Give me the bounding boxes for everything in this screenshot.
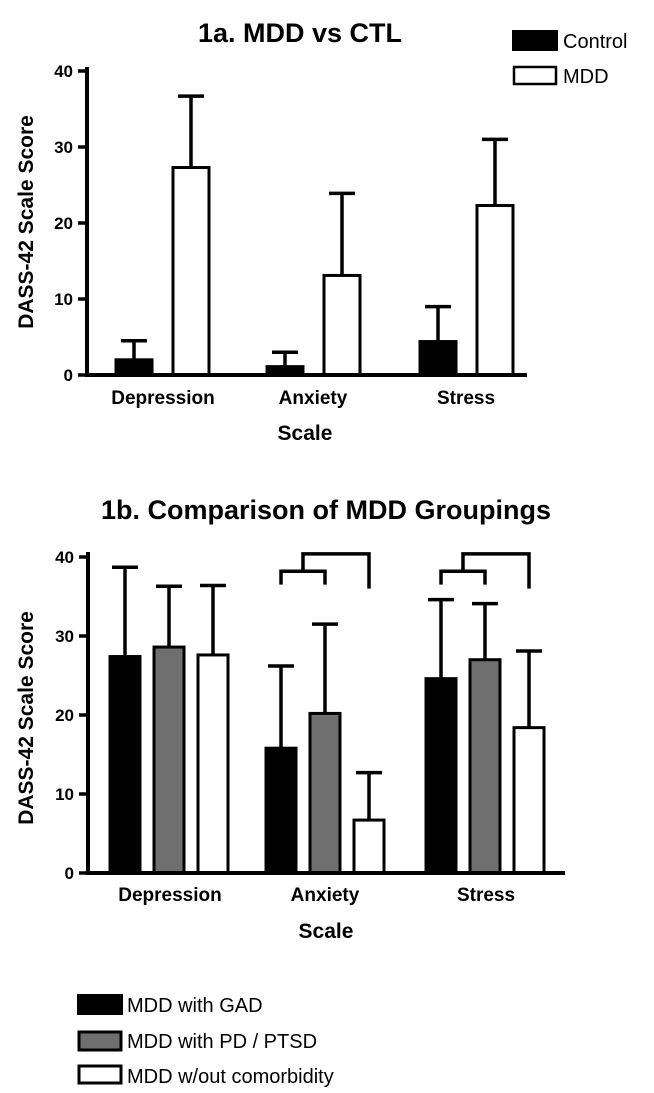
chart-1a-title: 1a. MDD vs CTL — [198, 18, 402, 48]
significance-bracket — [279, 569, 327, 585]
bar — [308, 711, 342, 875]
chart-1b-category-label: Stress — [457, 885, 515, 906]
chart-1a-category-label: Depression — [111, 388, 214, 409]
significance-bracket — [439, 569, 487, 585]
legend-swatch-mdd-no-comorbidity — [77, 1064, 123, 1085]
bar — [352, 818, 386, 875]
chart-1b-significance-brackets — [279, 552, 531, 589]
chart-1b: 1b. Comparison of MDD Groupings DASS-42 … — [15, 495, 565, 1088]
chart-1b-error-bars — [112, 565, 542, 821]
chart-1a-category-label: Anxiety — [279, 388, 348, 409]
legend-swatch-mdd-pd-ptsd — [77, 1030, 123, 1052]
bar — [108, 655, 142, 875]
chart-1a-category-label: Stress — [437, 388, 495, 409]
significance-bracket — [301, 552, 371, 589]
chart-1b-category-label: Anxiety — [291, 885, 360, 906]
chart-1b-title: 1b. Comparison of MDD Groupings — [101, 495, 551, 525]
bar — [424, 677, 458, 875]
legend-swatch-mdd — [512, 65, 558, 86]
y-tick-label: 40 — [55, 548, 74, 567]
legend-label-mdd-pd-ptsd: MDD with PD / PTSD — [127, 1031, 317, 1053]
significance-bracket — [461, 552, 531, 589]
y-tick-label: 30 — [54, 138, 73, 157]
legend-swatch-mdd-gad — [77, 994, 123, 1015]
bar — [475, 204, 515, 377]
y-tick-label: 0 — [65, 864, 74, 883]
chart-1a-y-axis-title: DASS-42 Scale Score — [15, 115, 38, 329]
chart-1b-y-axis-title: DASS-42 Scale Score — [15, 611, 38, 825]
bar — [196, 653, 230, 875]
bar — [171, 166, 211, 377]
legend-swatch-control — [512, 30, 558, 51]
chart-1b-category-label: Depression — [118, 885, 221, 906]
y-tick-label: 10 — [54, 290, 73, 309]
y-tick-label: 40 — [54, 62, 73, 81]
chart-1a-x-axis-title: Scale — [278, 422, 333, 445]
bar — [418, 340, 458, 377]
y-tick-label: 20 — [54, 214, 73, 233]
chart-1b-legend: MDD with GAD MDD with PD / PTSD MDD w/ou… — [77, 994, 334, 1088]
legend-label-mdd-gad: MDD with GAD — [127, 995, 263, 1017]
y-tick-label: 20 — [55, 706, 74, 725]
chart-1b-x-axis-title: Scale — [299, 920, 354, 943]
chart-1a-y-ticks: 0 10 20 30 40 — [54, 62, 87, 385]
bar — [152, 645, 186, 875]
legend-label-mdd-no-comorbidity: MDD w/out comorbidity — [127, 1066, 334, 1088]
y-tick-label: 0 — [64, 366, 73, 385]
bar — [322, 273, 362, 377]
bar — [512, 726, 546, 875]
legend-label-mdd: MDD — [563, 66, 609, 88]
legend-label-control: Control — [563, 31, 627, 53]
bar — [468, 658, 502, 875]
y-tick-label: 30 — [55, 627, 74, 646]
chart-1b-bars — [108, 645, 546, 875]
bar — [264, 746, 298, 875]
chart-1a-bars — [114, 166, 515, 377]
chart-1b-y-ticks: 0 10 20 30 40 — [55, 548, 88, 883]
bar — [114, 358, 154, 377]
chart-1a-legend: Control MDD — [512, 30, 627, 88]
chart-1a: 1a. MDD vs CTL DASS-42 Scale Score Scale… — [15, 18, 627, 445]
y-tick-label: 10 — [55, 785, 74, 804]
chart-1a-error-bars — [121, 94, 508, 367]
